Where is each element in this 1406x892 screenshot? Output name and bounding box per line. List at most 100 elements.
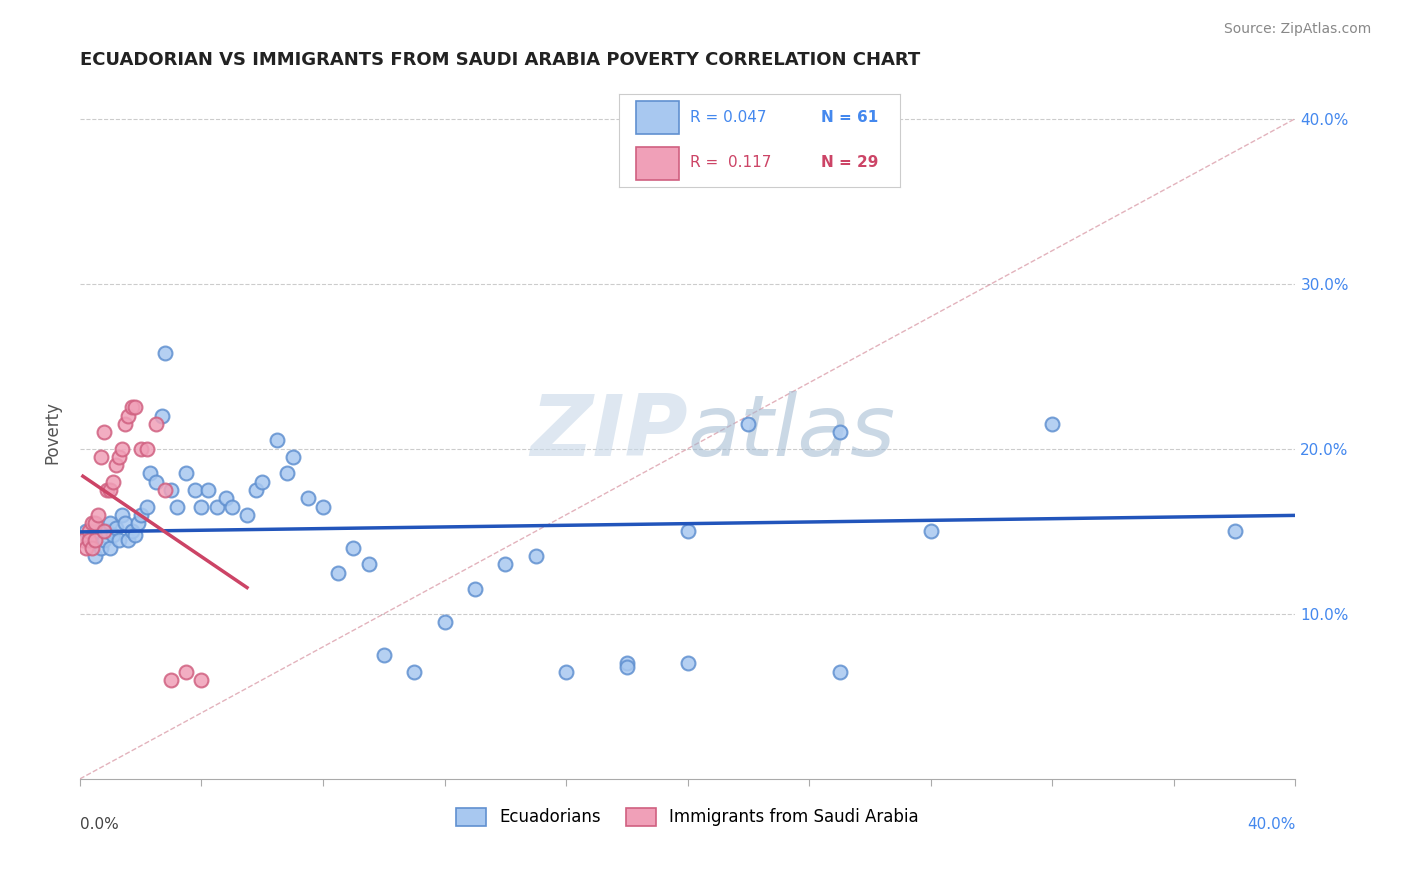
Point bbox=[90, 450, 112, 464]
Point bbox=[111, 508, 134, 522]
Point bbox=[524, 549, 547, 563]
Text: atlas: atlas bbox=[688, 391, 896, 474]
Point bbox=[98, 516, 121, 530]
Point bbox=[105, 521, 128, 535]
Point bbox=[77, 533, 100, 547]
Y-axis label: Poverty: Poverty bbox=[44, 401, 60, 464]
Point bbox=[124, 527, 146, 541]
Point bbox=[75, 541, 97, 555]
Point bbox=[93, 425, 115, 440]
Point bbox=[129, 508, 152, 522]
Point bbox=[145, 417, 167, 431]
Point bbox=[139, 467, 162, 481]
Point bbox=[84, 549, 107, 563]
Text: R = 0.047: R = 0.047 bbox=[690, 110, 766, 125]
Point bbox=[555, 665, 578, 679]
Point bbox=[221, 500, 243, 514]
Point bbox=[129, 442, 152, 456]
Point bbox=[276, 467, 298, 481]
Point bbox=[190, 500, 212, 514]
Point bbox=[87, 524, 110, 539]
Point bbox=[114, 516, 136, 530]
Point bbox=[160, 483, 183, 497]
Point bbox=[127, 516, 149, 530]
Point bbox=[80, 516, 103, 530]
Point bbox=[236, 508, 259, 522]
Point bbox=[103, 475, 125, 489]
Point bbox=[93, 533, 115, 547]
Point bbox=[150, 409, 173, 423]
Point bbox=[174, 467, 197, 481]
Point bbox=[72, 533, 94, 547]
Point bbox=[135, 442, 157, 456]
Point bbox=[676, 524, 699, 539]
Point bbox=[281, 450, 304, 464]
FancyBboxPatch shape bbox=[636, 101, 679, 134]
Point bbox=[84, 533, 107, 547]
Point bbox=[84, 516, 107, 530]
Point bbox=[117, 533, 139, 547]
Point bbox=[111, 442, 134, 456]
Point bbox=[103, 527, 125, 541]
Point bbox=[1040, 417, 1063, 431]
Point bbox=[121, 401, 143, 415]
Text: R =  0.117: R = 0.117 bbox=[690, 155, 772, 170]
Point bbox=[121, 524, 143, 539]
Point bbox=[1223, 524, 1246, 539]
Point bbox=[190, 673, 212, 687]
Point bbox=[920, 524, 942, 539]
Point bbox=[297, 491, 319, 506]
Point bbox=[96, 483, 118, 497]
Point bbox=[153, 483, 176, 497]
Point bbox=[98, 483, 121, 497]
Point bbox=[342, 541, 364, 555]
Point bbox=[105, 458, 128, 473]
Point bbox=[77, 524, 100, 539]
Point bbox=[464, 582, 486, 596]
Point bbox=[616, 659, 638, 673]
Text: 0.0%: 0.0% bbox=[80, 817, 118, 832]
Text: ZIP: ZIP bbox=[530, 391, 688, 474]
Point bbox=[98, 541, 121, 555]
Text: N = 29: N = 29 bbox=[821, 155, 879, 170]
Point bbox=[75, 524, 97, 539]
Point bbox=[124, 401, 146, 415]
Point bbox=[93, 524, 115, 539]
Point bbox=[197, 483, 219, 497]
Point bbox=[616, 657, 638, 671]
Point bbox=[174, 665, 197, 679]
Point bbox=[433, 615, 456, 629]
Point bbox=[87, 508, 110, 522]
Point bbox=[828, 665, 851, 679]
Point bbox=[266, 434, 288, 448]
Point bbox=[184, 483, 207, 497]
Point bbox=[80, 541, 103, 555]
Point bbox=[312, 500, 335, 514]
Point bbox=[250, 475, 273, 489]
Point bbox=[494, 558, 516, 572]
Text: Source: ZipAtlas.com: Source: ZipAtlas.com bbox=[1223, 22, 1371, 37]
Point bbox=[215, 491, 238, 506]
Point bbox=[245, 483, 267, 497]
Point bbox=[676, 657, 699, 671]
Point bbox=[108, 533, 131, 547]
Point bbox=[77, 533, 100, 547]
Point bbox=[404, 665, 426, 679]
Point bbox=[96, 524, 118, 539]
Point bbox=[328, 566, 350, 580]
Point bbox=[145, 475, 167, 489]
Point bbox=[737, 417, 759, 431]
Legend: Ecuadorians, Immigrants from Saudi Arabia: Ecuadorians, Immigrants from Saudi Arabi… bbox=[450, 801, 925, 833]
Point bbox=[166, 500, 188, 514]
Point bbox=[205, 500, 228, 514]
Point bbox=[135, 500, 157, 514]
Point bbox=[153, 346, 176, 360]
Point bbox=[828, 425, 851, 440]
FancyBboxPatch shape bbox=[636, 147, 679, 180]
Point bbox=[108, 450, 131, 464]
Text: ECUADORIAN VS IMMIGRANTS FROM SAUDI ARABIA POVERTY CORRELATION CHART: ECUADORIAN VS IMMIGRANTS FROM SAUDI ARAB… bbox=[80, 51, 920, 69]
Point bbox=[357, 558, 380, 572]
Point bbox=[373, 648, 395, 662]
Point bbox=[160, 673, 183, 687]
Text: N = 61: N = 61 bbox=[821, 110, 879, 125]
